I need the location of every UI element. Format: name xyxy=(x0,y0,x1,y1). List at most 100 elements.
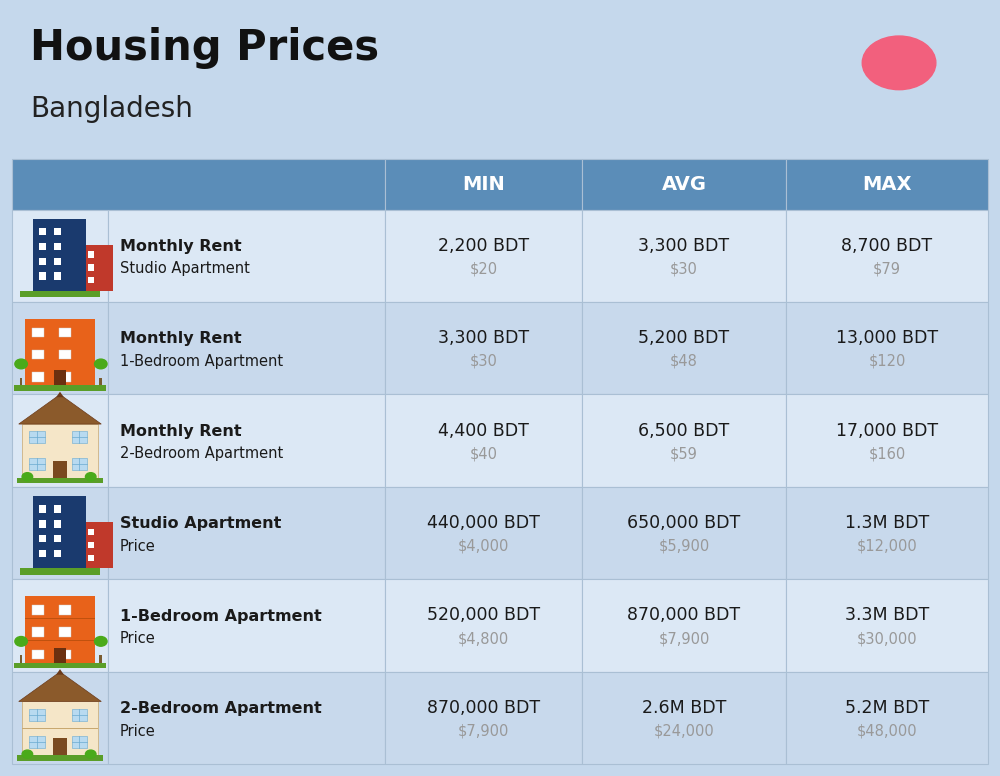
FancyBboxPatch shape xyxy=(29,736,45,748)
FancyBboxPatch shape xyxy=(32,350,44,359)
FancyBboxPatch shape xyxy=(32,372,44,382)
Text: 650,000 BDT: 650,000 BDT xyxy=(627,514,741,532)
FancyBboxPatch shape xyxy=(39,535,46,542)
Text: 2.6M BDT: 2.6M BDT xyxy=(642,699,726,717)
FancyBboxPatch shape xyxy=(12,159,385,210)
Text: Housing Prices: Housing Prices xyxy=(30,27,379,69)
FancyBboxPatch shape xyxy=(32,650,44,659)
Circle shape xyxy=(85,473,96,481)
Text: 2-Bedroom Apartment: 2-Bedroom Apartment xyxy=(120,702,322,716)
Polygon shape xyxy=(56,392,64,397)
FancyBboxPatch shape xyxy=(39,520,46,528)
Text: $160: $160 xyxy=(868,446,906,461)
FancyBboxPatch shape xyxy=(29,709,45,721)
Circle shape xyxy=(85,750,96,758)
Text: 5,200 BDT: 5,200 BDT xyxy=(638,329,730,347)
FancyBboxPatch shape xyxy=(54,272,61,280)
Text: $20: $20 xyxy=(469,262,498,276)
FancyBboxPatch shape xyxy=(14,663,106,668)
FancyBboxPatch shape xyxy=(59,328,71,337)
FancyBboxPatch shape xyxy=(39,505,46,513)
Text: 13,000 BDT: 13,000 BDT xyxy=(836,329,938,347)
Text: Studio Apartment: Studio Apartment xyxy=(120,517,281,532)
Text: $30: $30 xyxy=(670,262,698,276)
FancyBboxPatch shape xyxy=(99,378,102,387)
Text: Price: Price xyxy=(120,539,156,553)
Text: 3.3M BDT: 3.3M BDT xyxy=(845,607,929,625)
FancyBboxPatch shape xyxy=(88,555,94,561)
FancyBboxPatch shape xyxy=(385,394,582,487)
FancyBboxPatch shape xyxy=(385,580,582,672)
FancyBboxPatch shape xyxy=(786,302,988,394)
FancyBboxPatch shape xyxy=(12,672,108,764)
FancyBboxPatch shape xyxy=(786,672,988,764)
FancyBboxPatch shape xyxy=(54,550,61,557)
FancyBboxPatch shape xyxy=(39,272,46,280)
FancyBboxPatch shape xyxy=(39,550,46,557)
FancyBboxPatch shape xyxy=(54,520,61,528)
FancyBboxPatch shape xyxy=(84,522,113,568)
FancyBboxPatch shape xyxy=(786,487,988,580)
FancyBboxPatch shape xyxy=(59,350,71,359)
FancyBboxPatch shape xyxy=(32,605,44,615)
FancyBboxPatch shape xyxy=(88,542,94,548)
FancyBboxPatch shape xyxy=(108,394,385,487)
FancyBboxPatch shape xyxy=(20,291,100,297)
Text: 1-Bedroom Apartment: 1-Bedroom Apartment xyxy=(120,354,283,369)
FancyBboxPatch shape xyxy=(12,210,108,302)
FancyBboxPatch shape xyxy=(88,265,94,271)
FancyBboxPatch shape xyxy=(17,478,103,483)
Text: 5.2M BDT: 5.2M BDT xyxy=(845,699,929,717)
Text: Price: Price xyxy=(120,723,156,739)
Text: Studio Apartment: Studio Apartment xyxy=(120,262,250,276)
Text: 440,000 BDT: 440,000 BDT xyxy=(427,514,540,532)
FancyBboxPatch shape xyxy=(582,302,786,394)
FancyBboxPatch shape xyxy=(53,461,67,478)
Circle shape xyxy=(22,750,33,758)
FancyBboxPatch shape xyxy=(786,159,988,210)
Text: 1.3M BDT: 1.3M BDT xyxy=(845,514,929,532)
FancyBboxPatch shape xyxy=(84,244,113,291)
FancyBboxPatch shape xyxy=(12,302,108,394)
Text: 2-Bedroom Apartment: 2-Bedroom Apartment xyxy=(120,446,283,461)
Text: $120: $120 xyxy=(868,354,906,369)
Circle shape xyxy=(15,359,27,369)
Text: 870,000 BDT: 870,000 BDT xyxy=(627,607,741,625)
Text: 3,300 BDT: 3,300 BDT xyxy=(638,237,730,255)
FancyBboxPatch shape xyxy=(12,580,108,672)
FancyBboxPatch shape xyxy=(53,739,67,755)
FancyBboxPatch shape xyxy=(582,487,786,580)
FancyBboxPatch shape xyxy=(17,755,103,760)
FancyBboxPatch shape xyxy=(54,370,66,385)
Text: $4,800: $4,800 xyxy=(458,631,509,646)
Text: MIN: MIN xyxy=(462,175,505,194)
FancyBboxPatch shape xyxy=(385,159,582,210)
FancyBboxPatch shape xyxy=(20,568,100,575)
FancyBboxPatch shape xyxy=(54,535,61,542)
FancyBboxPatch shape xyxy=(108,210,385,302)
Text: Monthly Rent: Monthly Rent xyxy=(120,424,242,439)
FancyBboxPatch shape xyxy=(59,372,71,382)
FancyBboxPatch shape xyxy=(582,672,786,764)
FancyBboxPatch shape xyxy=(72,736,87,748)
Text: $59: $59 xyxy=(670,446,698,461)
FancyBboxPatch shape xyxy=(39,243,46,250)
FancyBboxPatch shape xyxy=(72,709,87,721)
Text: Monthly Rent: Monthly Rent xyxy=(120,331,242,346)
Text: 870,000 BDT: 870,000 BDT xyxy=(427,699,540,717)
Text: 520,000 BDT: 520,000 BDT xyxy=(427,607,540,625)
FancyBboxPatch shape xyxy=(32,628,44,637)
Polygon shape xyxy=(56,669,64,674)
FancyBboxPatch shape xyxy=(385,487,582,580)
Text: $40: $40 xyxy=(470,446,498,461)
FancyBboxPatch shape xyxy=(786,580,988,672)
Circle shape xyxy=(95,359,107,369)
FancyBboxPatch shape xyxy=(582,210,786,302)
Text: Bangladesh: Bangladesh xyxy=(30,95,193,123)
Text: $79: $79 xyxy=(873,262,901,276)
Text: $48,000: $48,000 xyxy=(857,723,917,739)
Text: $48: $48 xyxy=(670,354,698,369)
Polygon shape xyxy=(19,394,101,424)
FancyBboxPatch shape xyxy=(88,251,94,258)
Text: $12,000: $12,000 xyxy=(857,539,917,553)
